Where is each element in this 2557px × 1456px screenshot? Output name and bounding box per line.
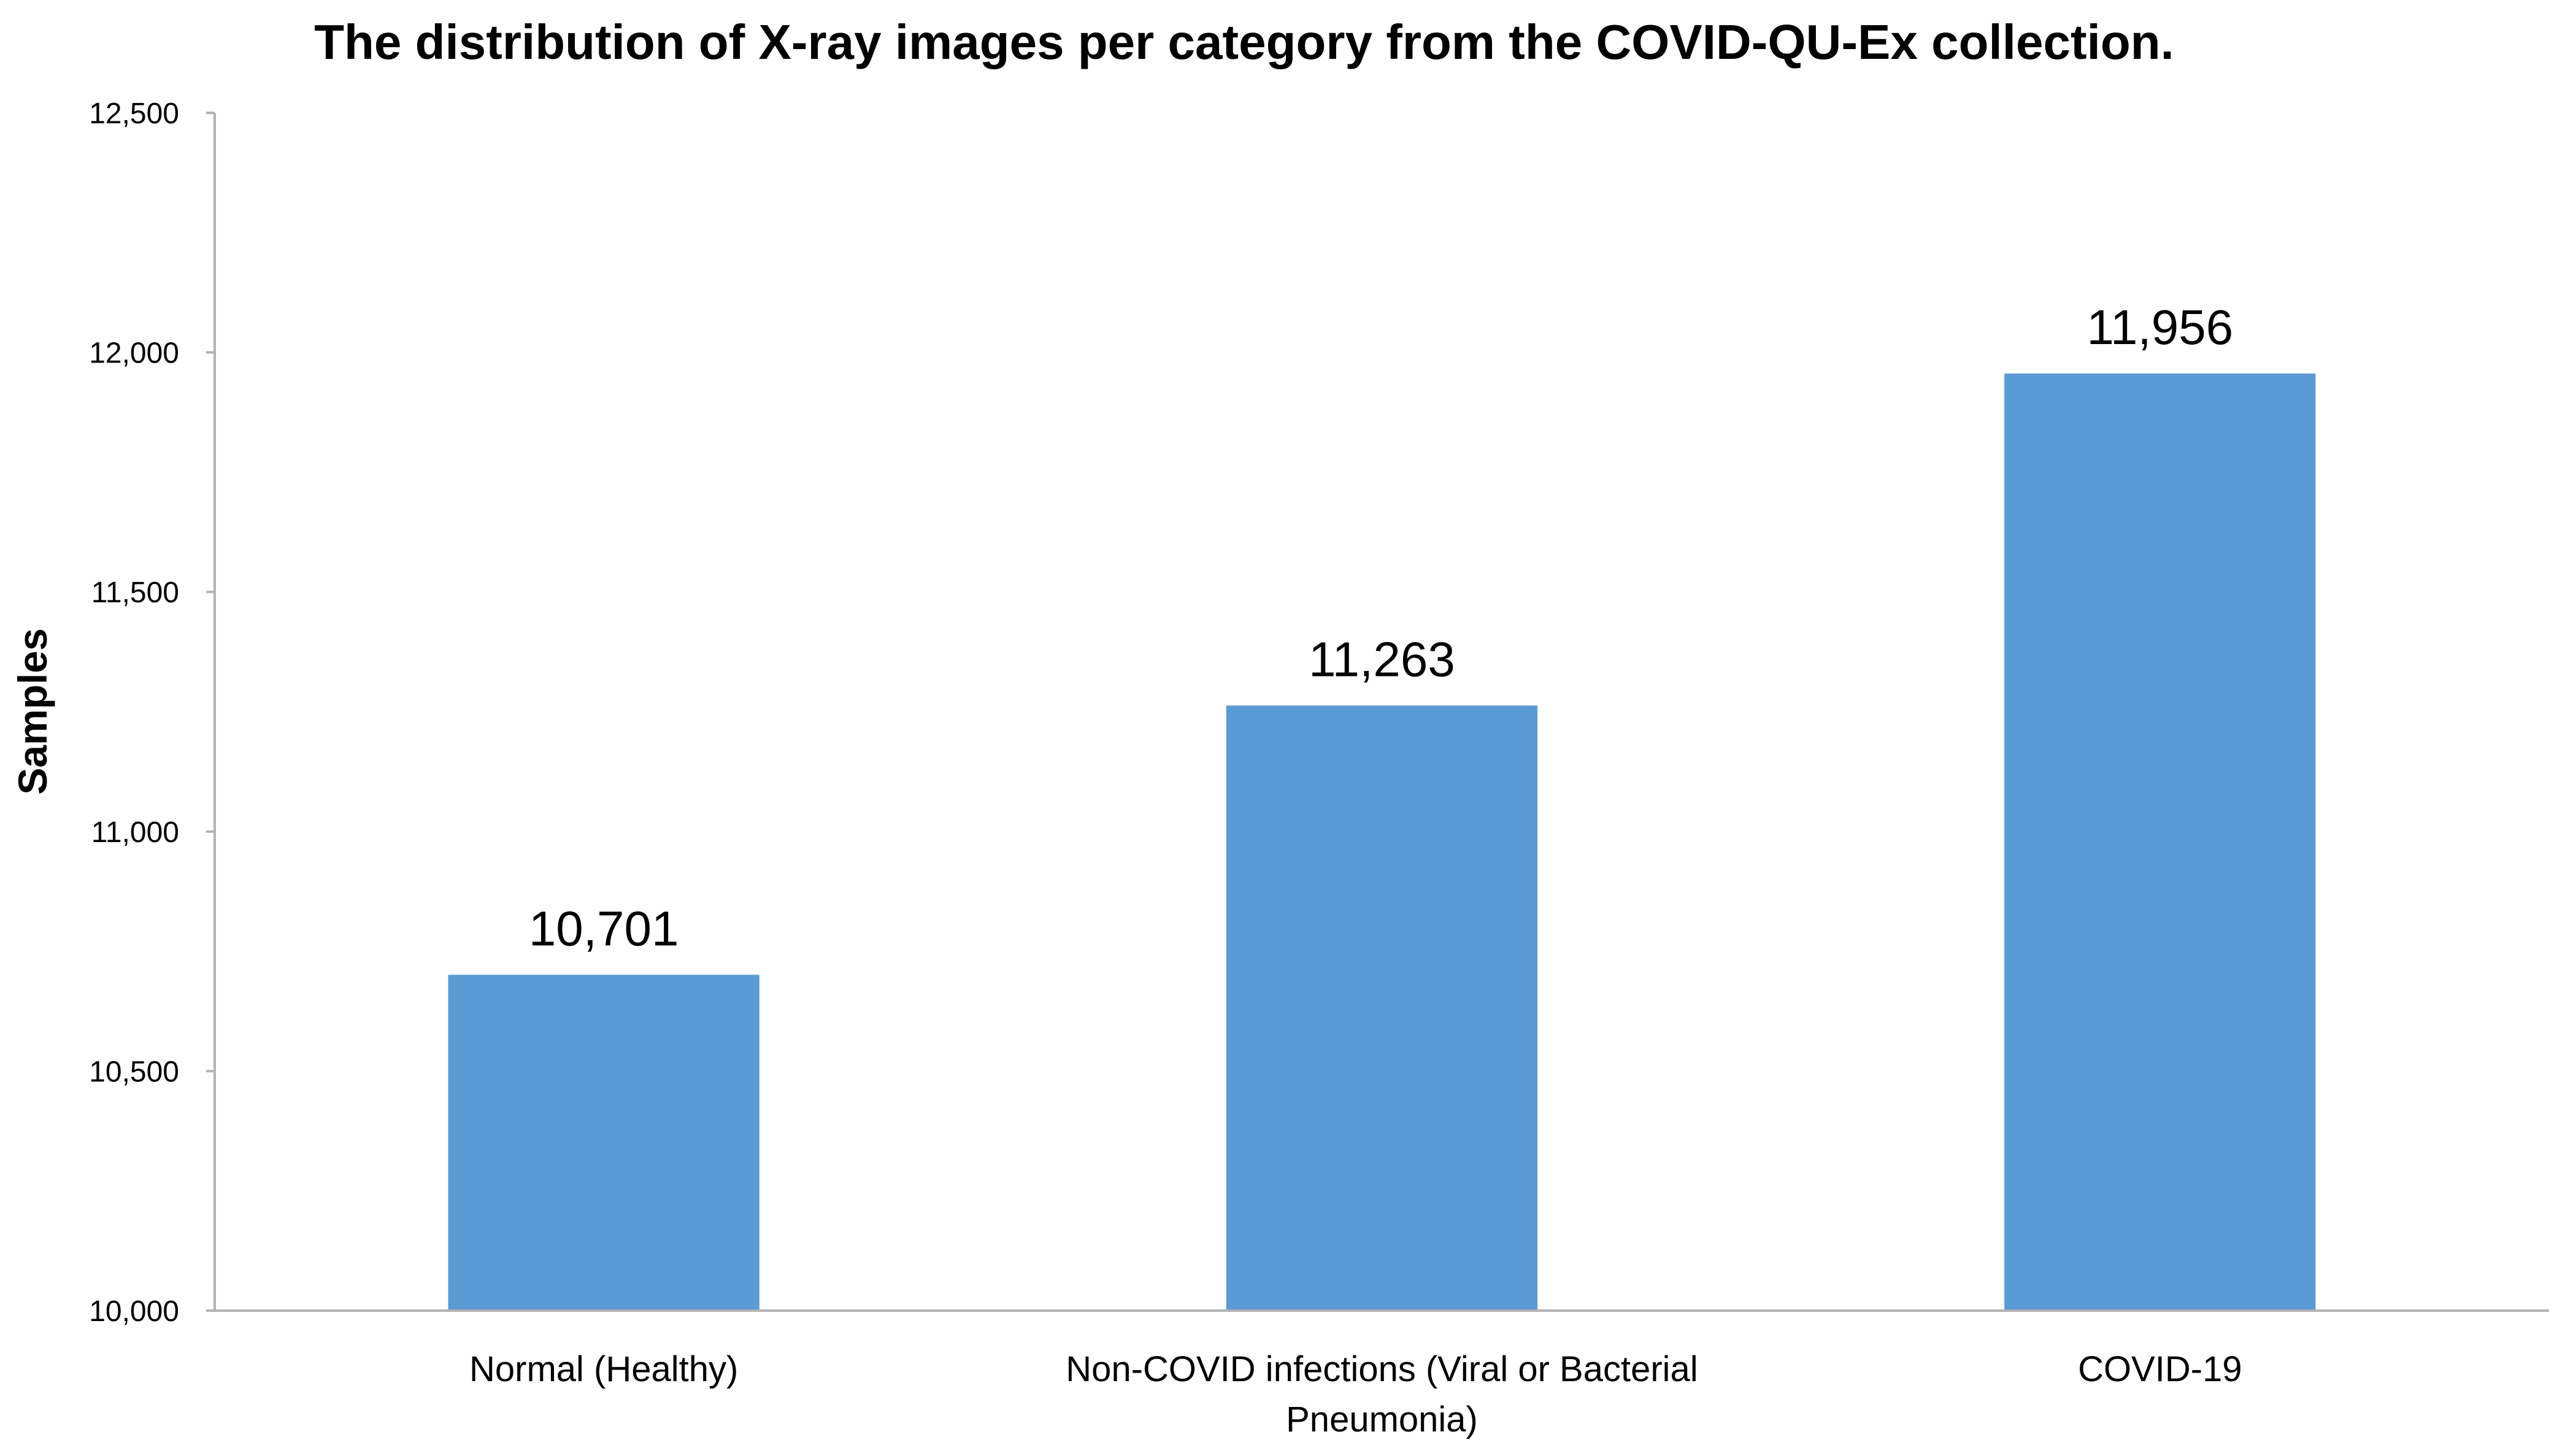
bar bbox=[448, 975, 759, 1311]
y-axis-label: Samples bbox=[10, 628, 55, 794]
x-tick-label: Normal (Healthy) bbox=[469, 1349, 738, 1389]
y-tick-label: 12,000 bbox=[89, 337, 179, 370]
y-tick-label: 11,500 bbox=[91, 577, 179, 609]
chart-title: The distribution of X-ray images per cat… bbox=[314, 15, 2174, 69]
data-labels: 10,701 11,263 11,956 bbox=[529, 300, 2233, 956]
bar bbox=[1226, 705, 1538, 1311]
y-tick-label: 10,000 bbox=[89, 1295, 179, 1328]
x-tick-label: Non-COVID infections (Viral or Bacterial bbox=[1066, 1349, 1698, 1389]
y-tick-label: 11,000 bbox=[91, 816, 179, 849]
bar bbox=[2004, 373, 2316, 1311]
data-label: 11,263 bbox=[1309, 632, 1455, 686]
x-tick-label: COVID-19 bbox=[2078, 1349, 2242, 1389]
y-axis-ticks: 10,000 10,500 11,000 11,500 12,000 12,500 bbox=[89, 98, 215, 1328]
data-label: 10,701 bbox=[529, 901, 679, 956]
y-tick-label: 12,500 bbox=[89, 98, 179, 130]
x-axis-tick-labels: Normal (Healthy) Non-COVID infections (Vi… bbox=[469, 1349, 2242, 1439]
y-tick-label: 10,500 bbox=[89, 1056, 179, 1088]
bars bbox=[448, 373, 2316, 1311]
x-tick-label: Pneumonia) bbox=[1286, 1400, 1478, 1439]
data-label: 11,956 bbox=[2086, 300, 2233, 354]
